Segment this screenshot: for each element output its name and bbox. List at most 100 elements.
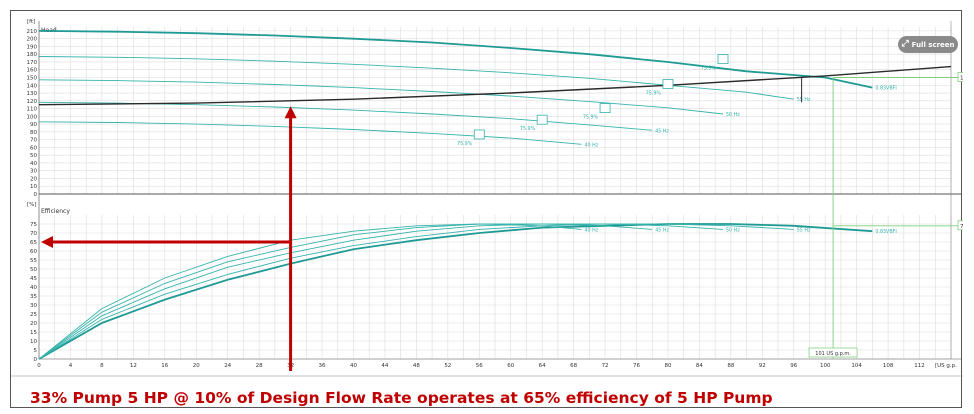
eff-tick-label: 20 (30, 321, 37, 327)
head-tick-label: 50 (30, 153, 37, 159)
value-box-label: 15 (960, 75, 963, 81)
efficiency-marker-label: 75.9% (646, 90, 662, 96)
head-unit-label: [ft] (27, 19, 35, 25)
head-curve-label: 55 Hz (797, 97, 811, 103)
x-tick-label: 72 (602, 363, 609, 369)
eff-title: Efficiency (41, 208, 70, 215)
x-tick-label: 48 (413, 363, 420, 369)
head-tick-label: 30 (30, 169, 37, 175)
x-tick-label: 52 (444, 363, 451, 369)
head-tick-label: 210 (27, 29, 38, 35)
x-tick-label: 80 (664, 363, 671, 369)
x-tick-label: 44 (381, 363, 388, 369)
head-curve (38, 30, 873, 89)
x-tick-label: 96 (790, 363, 797, 369)
efficiency-marker (662, 79, 674, 89)
eff-tick-label: 65 (30, 240, 37, 246)
x-tick-label: 112 (914, 363, 925, 369)
head-tick-label: 120 (27, 99, 38, 105)
eff-curve (38, 223, 873, 360)
x-tick-label: 24 (224, 363, 231, 369)
head-tick-label: 0 (34, 192, 38, 198)
eff-unit-label: [%] (27, 202, 37, 208)
x-tick-label: 12 (130, 363, 137, 369)
x-tick-label: 84 (696, 363, 703, 369)
x-tick-label: 0 (37, 363, 41, 369)
eff-tick-label: 75 (30, 222, 37, 228)
x-tick-label: 60 (507, 363, 514, 369)
flow-value-label: 101 US g.p.m. (815, 351, 851, 357)
x-tick-label: 108 (883, 363, 894, 369)
annotation-arrowhead-up (284, 106, 297, 119)
head-tick-label: 200 (27, 37, 38, 43)
eff-curve (38, 223, 794, 360)
x-tick-label: 20 (193, 363, 200, 369)
head-curve-label: 50 Hz (726, 112, 740, 118)
efficiency-marker (717, 54, 729, 65)
efficiency-marker-label: 75.9% (457, 141, 473, 147)
x-tick-label: 100 (820, 363, 831, 369)
x-axis-label: [US g.p. (935, 363, 957, 369)
head-tick-label: 140 (27, 83, 38, 89)
eff-tick-label: 25 (30, 312, 37, 318)
system-curve (38, 65, 952, 106)
x-tick-label: 28 (256, 363, 263, 369)
x-tick-label: 16 (161, 363, 168, 369)
chart-frame: 0 10 20 30 40 50 60 70 80 90 100 110 120 130 140 150 160… (10, 10, 963, 408)
x-tick-label: 40 (350, 363, 357, 369)
eff-tick-label: 30 (30, 303, 37, 309)
head-tick-label: 70 (30, 138, 37, 144)
x-tick-label: 64 (539, 363, 546, 369)
x-tick-label: 56 (476, 363, 483, 369)
annotation-arrowhead-left (41, 236, 53, 248)
eff-tick-label: 35 (30, 294, 37, 300)
value-box (957, 220, 963, 231)
x-tick-label: 68 (570, 363, 577, 369)
eff-curve-label: 50 Hz (726, 227, 740, 233)
head-curve-label: 45 Hz (655, 128, 669, 134)
head-tick-label: 90 (30, 122, 37, 128)
head-tick-label: 130 (27, 91, 38, 97)
x-tick-label: 76 (633, 363, 640, 369)
eff-tick-label: 70 (30, 231, 37, 237)
eff-tick-label: 45 (30, 276, 37, 282)
efficiency-marker-label: 75.9% (520, 126, 536, 132)
head-tick-label: 180 (27, 52, 38, 58)
eff-curve-label: 45 Hz (655, 227, 669, 233)
head-curve (38, 56, 794, 100)
expand-icon: ⤢ (901, 39, 909, 49)
head-tick-label: 40 (30, 161, 37, 167)
eff-tick-label: 10 (30, 339, 37, 345)
head-curve (38, 79, 724, 115)
value-box-label: 74 (960, 224, 963, 230)
x-tick-label: 8 (100, 363, 104, 369)
head-tick-label: 60 (30, 145, 37, 151)
eff-curve-label: 40 Hz (584, 227, 598, 233)
head-tick-label: 160 (27, 68, 38, 74)
head-tick-label: 110 (27, 107, 38, 113)
full-screen-button[interactable]: ⤢ Full screen (898, 36, 958, 53)
head-curve-label: 40 Hz (584, 142, 598, 148)
x-tick-label: 104 (851, 363, 862, 369)
x-tick-label: 36 (319, 363, 326, 369)
efficiency-marker (599, 103, 611, 113)
eff-curve-label: 0.83VBFI (875, 229, 896, 235)
eff-tick-label: 15 (30, 330, 37, 336)
head-curve (38, 121, 582, 145)
eff-curve-label: 55 Hz (797, 227, 811, 233)
eff-tick-label: 5 (34, 348, 38, 354)
x-tick-label: 88 (727, 363, 734, 369)
head-tick-label: 20 (30, 176, 37, 182)
head-tick-label: 170 (27, 60, 38, 66)
efficiency-marker (536, 114, 548, 125)
x-tick-label: 92 (759, 363, 766, 369)
head-tick-label: 190 (27, 44, 38, 50)
eff-curve (38, 223, 724, 360)
eff-tick-label: 55 (30, 258, 37, 264)
efficiency-marker-label: 75.9% (701, 66, 717, 72)
head-tick-label: 100 (27, 114, 38, 120)
full-screen-label: Full screen (911, 40, 955, 49)
value-box (957, 72, 963, 82)
eff-curve (38, 223, 582, 360)
flow-value-box (808, 347, 858, 358)
